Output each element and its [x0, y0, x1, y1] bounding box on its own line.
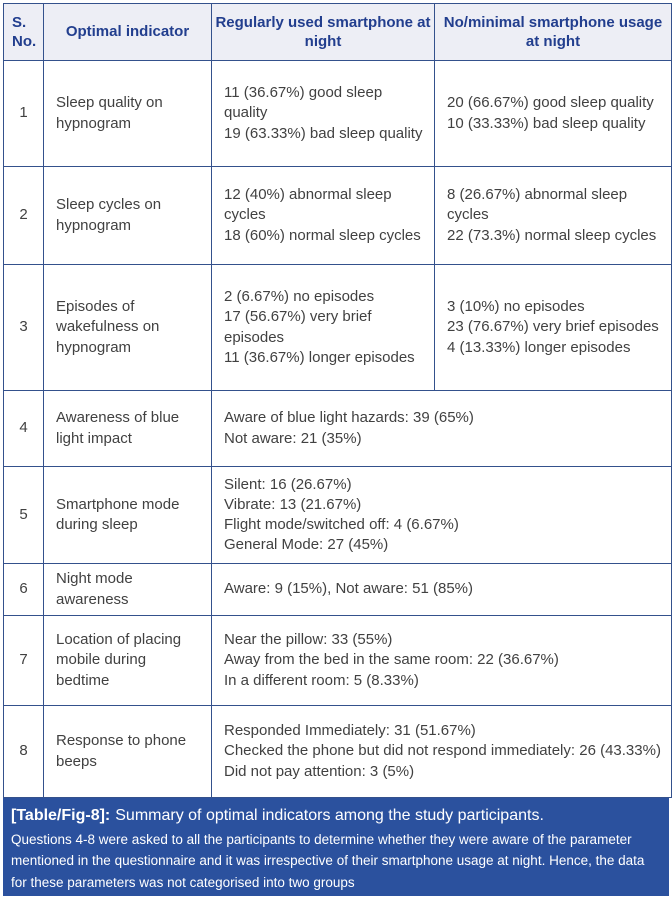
minimal-usage-cell: 8 (26.67%) abnormal sleep cycles 22 (73.3…: [434, 166, 672, 265]
caption-title-text: Summary of optimal indicators among the …: [115, 807, 544, 824]
combined-usage-cell: Near the pillow: 33 (55%) Away from the b…: [211, 615, 672, 706]
indicator-cell: Smartphone mode during sleep: [43, 466, 212, 564]
indicator-cell: Episodes of wakefulness on hypnogram: [43, 264, 212, 391]
col-header-minimal-usage: No/minimal smartphone usage at night: [434, 3, 672, 61]
table-row: 7 Location of placing mobile during bedt…: [3, 615, 672, 706]
summary-table: S. No. Optimal indicator Regularly used …: [3, 3, 672, 798]
combined-usage-cell: Responded Immediately: 31 (51.67%) Checke…: [211, 705, 672, 798]
combined-usage-cell: Aware: 9 (15%), Not aware: 51 (85%): [211, 563, 672, 616]
table-row: 5 Smartphone mode during sleep Silent: 1…: [3, 466, 672, 564]
row-number: 4: [3, 390, 44, 467]
table-row: 3 Episodes of wakefulness on hypnogram 2…: [3, 264, 672, 391]
col-header-serial-number: S. No.: [3, 3, 44, 61]
minimal-usage-cell: 20 (66.67%) good sleep quality 10 (33.33%…: [434, 60, 672, 167]
indicator-cell: Response to phone beeps: [43, 705, 212, 798]
combined-usage-cell: Silent: 16 (26.67%) Vibrate: 13 (21.67%) F…: [211, 466, 672, 564]
table-caption: [Table/Fig-8]: Summary of optimal indicat…: [3, 798, 669, 896]
caption-note: Questions 4-8 were asked to all the part…: [11, 831, 645, 890]
regular-usage-cell: 11 (36.67%) good sleep quality 19 (63.33%…: [211, 60, 435, 167]
row-number: 6: [3, 563, 44, 616]
regular-usage-cell: 12 (40%) abnormal sleep cycles 18 (60%) n…: [211, 166, 435, 265]
indicator-cell: Sleep cycles on hypnogram: [43, 166, 212, 265]
table-row: 1 Sleep quality on hypnogram 11 (36.67%)…: [3, 60, 672, 167]
combined-usage-cell: Aware of blue light hazards: 39 (65%) Not…: [211, 390, 672, 467]
row-number: 1: [3, 60, 44, 167]
row-number: 2: [3, 166, 44, 265]
caption-title: [Table/Fig-8]: Summary of optimal indicat…: [11, 805, 659, 827]
table-row: 6 Night mode awareness Aware: 9 (15%), N…: [3, 563, 672, 616]
col-header-optimal-indicator: Optimal indicator: [43, 3, 212, 61]
header-row: S. No. Optimal indicator Regularly used …: [3, 3, 672, 61]
table-row: 4 Awareness of blue light impact Aware o…: [3, 390, 672, 467]
row-number: 5: [3, 466, 44, 564]
minimal-usage-cell: 3 (10%) no episodes 23 (76.67%) very brie…: [434, 264, 672, 391]
caption-label: [Table/Fig-8]:: [11, 807, 111, 824]
row-number: 7: [3, 615, 44, 706]
table-row: 8 Response to phone beeps Responded Imme…: [3, 705, 672, 798]
indicator-cell: Awareness of blue light impact: [43, 390, 212, 467]
col-header-regular-usage: Regularly used smartphone at night: [211, 3, 435, 61]
row-number: 8: [3, 705, 44, 798]
indicator-cell: Night mode awareness: [43, 563, 212, 616]
indicator-cell: Location of placing mobile during bedtim…: [43, 615, 212, 706]
row-number: 3: [3, 264, 44, 391]
indicator-cell: Sleep quality on hypnogram: [43, 60, 212, 167]
table-row: 2 Sleep cycles on hypnogram 12 (40%) abn…: [3, 166, 672, 265]
regular-usage-cell: 2 (6.67%) no episodes 17 (56.67%) very br…: [211, 264, 435, 391]
